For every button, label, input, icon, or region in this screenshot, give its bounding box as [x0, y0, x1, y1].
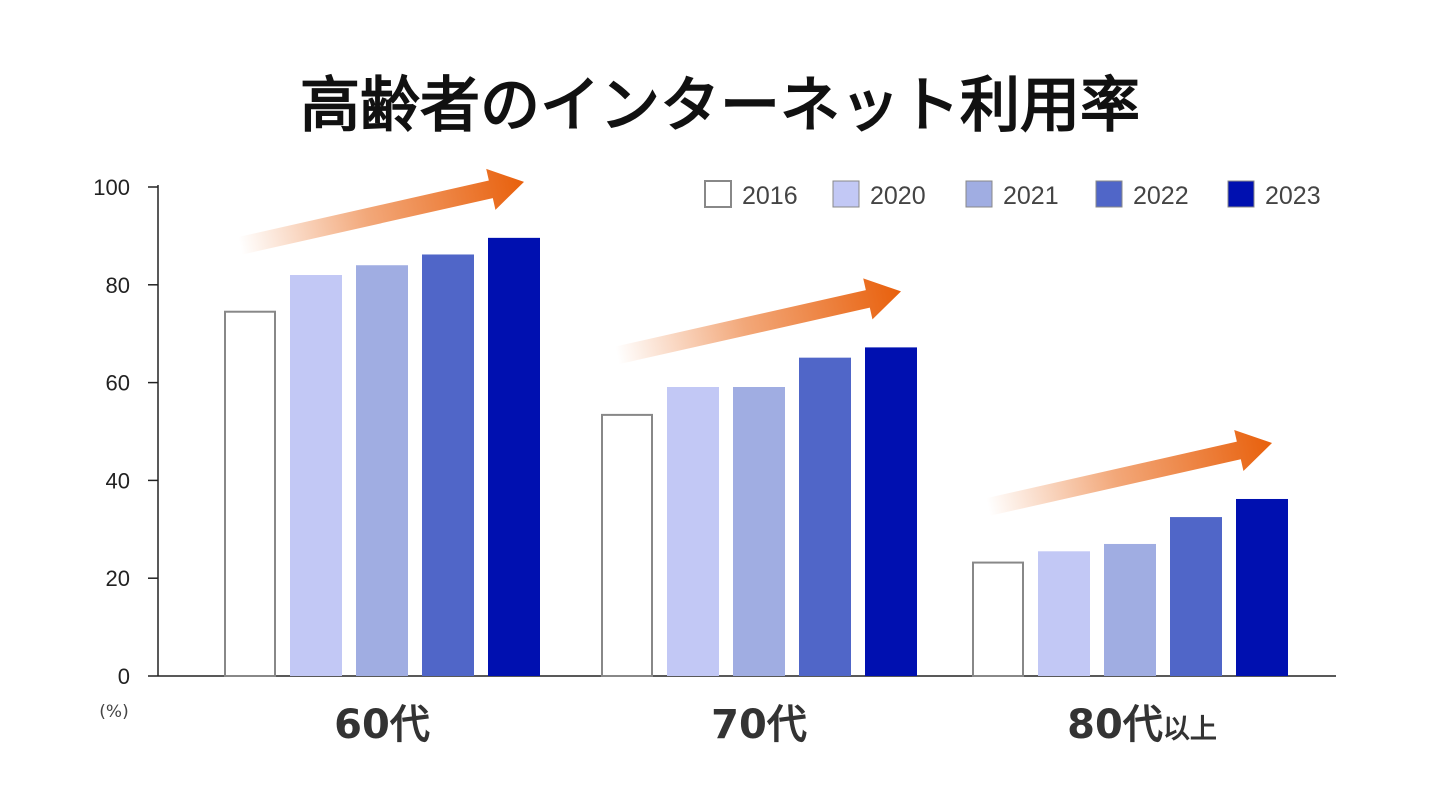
y-tick-label: 20: [106, 566, 130, 591]
bar-2023: [1236, 498, 1288, 676]
category-label-main: 80代: [1067, 702, 1163, 748]
trend-arrow-shape: [986, 429, 1273, 516]
legend-label: 2016: [742, 182, 798, 210]
legend: 2016 2020 2021 2022 2023: [704, 180, 1321, 210]
legend-swatch: [965, 180, 993, 208]
chart-title: 高齢者のインターネット利用率: [300, 71, 1140, 141]
y-tick-label: 60: [106, 371, 130, 396]
trend-arrow: [986, 429, 1273, 516]
legend-item-2021: 2021: [965, 180, 1059, 210]
legend-label: 2020: [870, 182, 926, 210]
bar-2016: [601, 413, 653, 677]
y-unit-label: (%): [99, 702, 128, 722]
category-label-main: 60代: [334, 702, 430, 748]
category-labels: 60代 70代 80代以上: [334, 702, 1217, 748]
category-label: 60代: [334, 702, 430, 748]
legend-item-2016: 2016: [704, 180, 798, 210]
bar-2023: [488, 237, 540, 676]
bar-2022: [1170, 517, 1222, 676]
bar-2016: [224, 310, 276, 677]
legend-swatch: [832, 180, 860, 208]
category-label: 70代: [711, 702, 807, 748]
legend-swatch: [1095, 180, 1123, 208]
y-tick-label: 40: [106, 468, 130, 493]
category-label-suffix: 以上: [1163, 714, 1217, 745]
bar-2022: [422, 254, 474, 676]
trend-arrow-shape: [238, 168, 525, 255]
y-tick-label: 100: [93, 175, 130, 200]
bars: [224, 237, 1288, 677]
legend-item-2020: 2020: [832, 180, 926, 210]
bar-2020: [1038, 551, 1090, 676]
legend-label: 2021: [1003, 182, 1059, 210]
bar-2020: [667, 387, 719, 676]
y-tick-label: 0: [118, 664, 130, 689]
bar-2021: [356, 265, 408, 676]
category-label: 80代以上: [1067, 702, 1217, 748]
legend-item-2022: 2022: [1095, 180, 1189, 210]
legend-swatch: [704, 180, 732, 208]
trend-arrow: [238, 168, 525, 255]
bar-2020: [290, 275, 342, 676]
legend-swatch: [1227, 180, 1255, 208]
legend-item-2023: 2023: [1227, 180, 1321, 210]
bar-2022: [799, 357, 851, 676]
bar-2016: [972, 561, 1024, 677]
y-tick-label: 80: [106, 273, 130, 298]
legend-label: 2022: [1133, 182, 1189, 210]
legend-label: 2023: [1265, 182, 1321, 210]
bar-2023: [865, 347, 917, 676]
bar-2021: [733, 387, 785, 676]
category-label-main: 70代: [711, 702, 807, 748]
bar-2021: [1104, 543, 1156, 676]
trend-arrows: [238, 168, 1273, 516]
trend-arrow: [615, 278, 902, 365]
trend-arrow-shape: [615, 278, 902, 365]
